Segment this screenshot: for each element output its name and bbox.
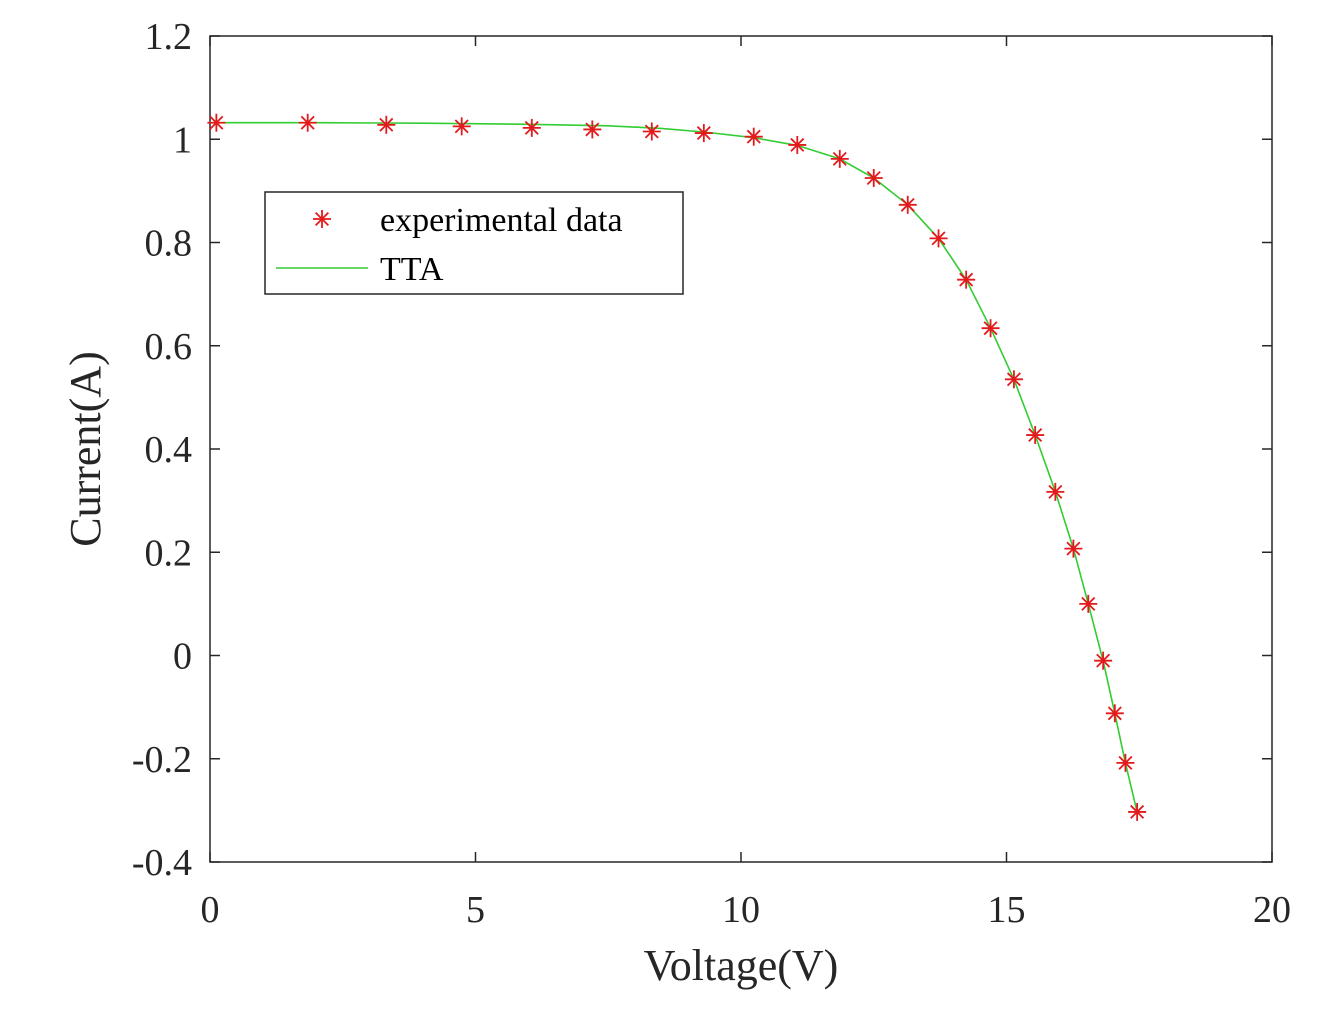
legend-asterisk-icon [313, 210, 331, 228]
data-point [898, 195, 917, 214]
data-point [452, 117, 471, 136]
data-point [981, 319, 1000, 338]
data-point [1026, 426, 1045, 445]
x-tick-label: 10 [722, 889, 760, 931]
plot-area [209, 35, 1273, 863]
data-point [583, 120, 602, 139]
data-point [207, 113, 226, 132]
data-point [1079, 594, 1098, 613]
data-point [864, 168, 883, 187]
legend-box [264, 191, 684, 295]
x-tick-label: 15 [988, 889, 1026, 931]
data-point [788, 135, 807, 154]
y-axis-title: Current(A) [61, 351, 110, 547]
axes-ticks [209, 35, 1273, 863]
data-point [830, 149, 849, 168]
tick-labels: 0 5 10 15 20 -0.4 -0.2 0 0.2 0.4 0.6 0.8 1 1.2 [132, 16, 1291, 931]
data-point [957, 270, 976, 289]
x-tick-label: 0 [201, 889, 220, 931]
data-point [1004, 370, 1023, 389]
y-tick-label: 1.2 [145, 16, 193, 58]
data-point [694, 124, 713, 143]
data-point [1128, 802, 1147, 821]
y-tick-label: 0 [173, 636, 192, 678]
x-tick-label: 20 [1253, 889, 1291, 931]
data-point [1116, 753, 1135, 772]
data-point [377, 115, 396, 134]
data-point [522, 118, 541, 137]
data-point [929, 229, 948, 248]
legend: experimental data TTA [264, 191, 684, 295]
data-point [298, 113, 317, 132]
y-tick-label: -0.2 [132, 739, 192, 781]
data-point [1105, 704, 1124, 723]
x-axis-title: Voltage(V) [644, 941, 839, 990]
data-point [1046, 482, 1065, 501]
legend-label-experimental-data: experimental data [380, 202, 623, 239]
y-tick-label: -0.4 [132, 842, 192, 884]
y-tick-label: 0.8 [145, 223, 193, 265]
x-tick-label: 5 [466, 889, 485, 931]
data-point [642, 122, 661, 141]
y-tick-label: 0.4 [145, 429, 193, 471]
series-layer [207, 113, 1147, 821]
y-tick-label: 0.2 [145, 532, 193, 574]
legend-label-tta: TTA [380, 251, 444, 288]
data-point [1094, 651, 1113, 670]
data-point [744, 127, 763, 146]
legend-marker-experimental-data [313, 210, 331, 228]
y-tick-label: 1 [173, 119, 192, 161]
data-point [1064, 539, 1083, 558]
y-tick-label: 0.6 [145, 326, 193, 368]
